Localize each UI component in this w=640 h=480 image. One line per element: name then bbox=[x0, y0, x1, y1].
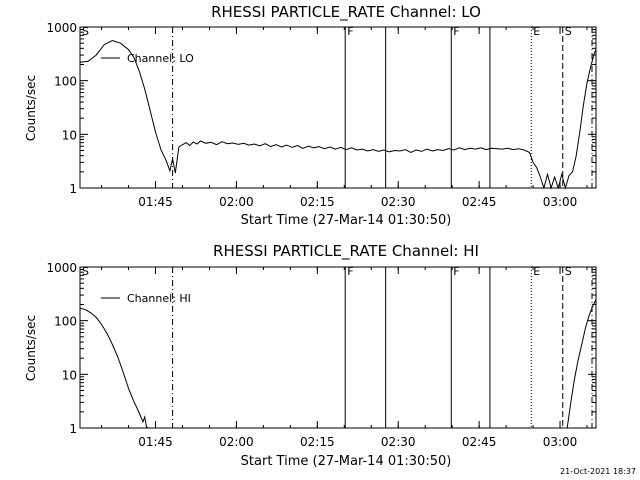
chart-title: RHESSI PARTICLE_RATE Channel: HI bbox=[213, 242, 479, 261]
y-tick-label: 10 bbox=[62, 128, 77, 142]
event-marker-label: S bbox=[82, 265, 89, 278]
x-tick-label: 02:15 bbox=[300, 435, 335, 449]
x-tick-label: 02:45 bbox=[462, 195, 497, 209]
event-marker-label: S bbox=[82, 25, 89, 38]
series-line-channel-hi bbox=[79, 299, 597, 429]
x-tick-label: 02:30 bbox=[381, 195, 416, 209]
event-marker-label: E bbox=[533, 25, 540, 38]
y-axis-label: Counts/sec bbox=[24, 315, 38, 381]
x-tick-label: 02:30 bbox=[381, 435, 416, 449]
y-tick-label: 10 bbox=[62, 368, 77, 382]
event-marker-label: F bbox=[453, 25, 459, 38]
x-tick-label: 03:00 bbox=[543, 435, 578, 449]
event-marker-label: S bbox=[565, 265, 572, 278]
event-marker-label: F bbox=[453, 265, 459, 278]
y-axis-label: Counts/sec bbox=[24, 75, 38, 141]
event-marker-label: F bbox=[347, 25, 353, 38]
event-marker-label: S bbox=[565, 25, 572, 38]
x-tick-label: 02:45 bbox=[462, 435, 497, 449]
x-tick-label: 03:00 bbox=[543, 195, 578, 209]
legend-label: Channel: HI bbox=[127, 292, 191, 305]
x-tick-label: 02:00 bbox=[219, 435, 254, 449]
x-tick-label: 02:00 bbox=[219, 195, 254, 209]
chart-panel-hi: RHESSI PARTICLE_RATE Channel: HI S F F E S 0… bbox=[24, 242, 597, 469]
y-tick-label: 100 bbox=[54, 75, 77, 89]
y-tick-label: 1 bbox=[69, 182, 77, 196]
series-line-channel-lo bbox=[79, 39, 597, 190]
x-tick-label: 01:45 bbox=[138, 435, 173, 449]
y-tick-label: 100 bbox=[54, 315, 77, 329]
y-tick-label: 1 bbox=[69, 422, 77, 436]
y-tick-label: 1000 bbox=[46, 21, 77, 35]
y-tick-label: 1000 bbox=[46, 261, 77, 275]
x-axis-label: Start Time (27-Mar-14 01:30:50) bbox=[241, 213, 452, 228]
x-tick-label: 02:15 bbox=[300, 195, 335, 209]
chart-panel-lo: RHESSI PARTICLE_RATE Channel: LO S F F E S 0… bbox=[24, 3, 597, 228]
legend-label: Channel: LO bbox=[127, 52, 194, 65]
event-marker-label: E bbox=[533, 265, 540, 278]
event-marker-label: F bbox=[347, 265, 353, 278]
x-axis-label: Start Time (27-Mar-14 01:30:50) bbox=[241, 454, 452, 469]
x-tick-label: 01:45 bbox=[138, 195, 173, 209]
chart-title: RHESSI PARTICLE_RATE Channel: LO bbox=[211, 3, 481, 22]
generated-timestamp: 21-Oct-2021 18:37 bbox=[560, 467, 636, 476]
